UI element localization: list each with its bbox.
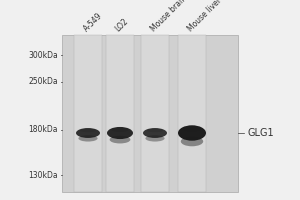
- Text: Mouse liver: Mouse liver: [186, 0, 223, 33]
- Text: A-549: A-549: [82, 11, 104, 33]
- Ellipse shape: [107, 127, 133, 139]
- Text: LO2: LO2: [114, 16, 130, 33]
- Ellipse shape: [147, 128, 164, 132]
- Text: 130kDa: 130kDa: [28, 170, 58, 180]
- Bar: [178, 35, 206, 192]
- Text: GLG1: GLG1: [248, 128, 274, 138]
- Ellipse shape: [182, 126, 202, 132]
- Ellipse shape: [178, 125, 206, 141]
- Ellipse shape: [146, 135, 165, 142]
- Bar: [62, 35, 238, 192]
- Bar: [141, 35, 169, 192]
- Ellipse shape: [80, 128, 96, 132]
- Ellipse shape: [76, 128, 100, 138]
- Bar: [74, 35, 102, 192]
- Bar: [106, 35, 134, 192]
- Text: 300kDa: 300kDa: [28, 50, 58, 60]
- Ellipse shape: [143, 128, 167, 138]
- Ellipse shape: [110, 136, 130, 143]
- Text: 250kDa: 250kDa: [28, 77, 58, 86]
- Ellipse shape: [111, 127, 129, 132]
- Ellipse shape: [78, 135, 98, 142]
- Ellipse shape: [181, 137, 203, 146]
- Text: Mouse brain: Mouse brain: [148, 0, 188, 33]
- Text: 180kDa: 180kDa: [28, 126, 58, 134]
